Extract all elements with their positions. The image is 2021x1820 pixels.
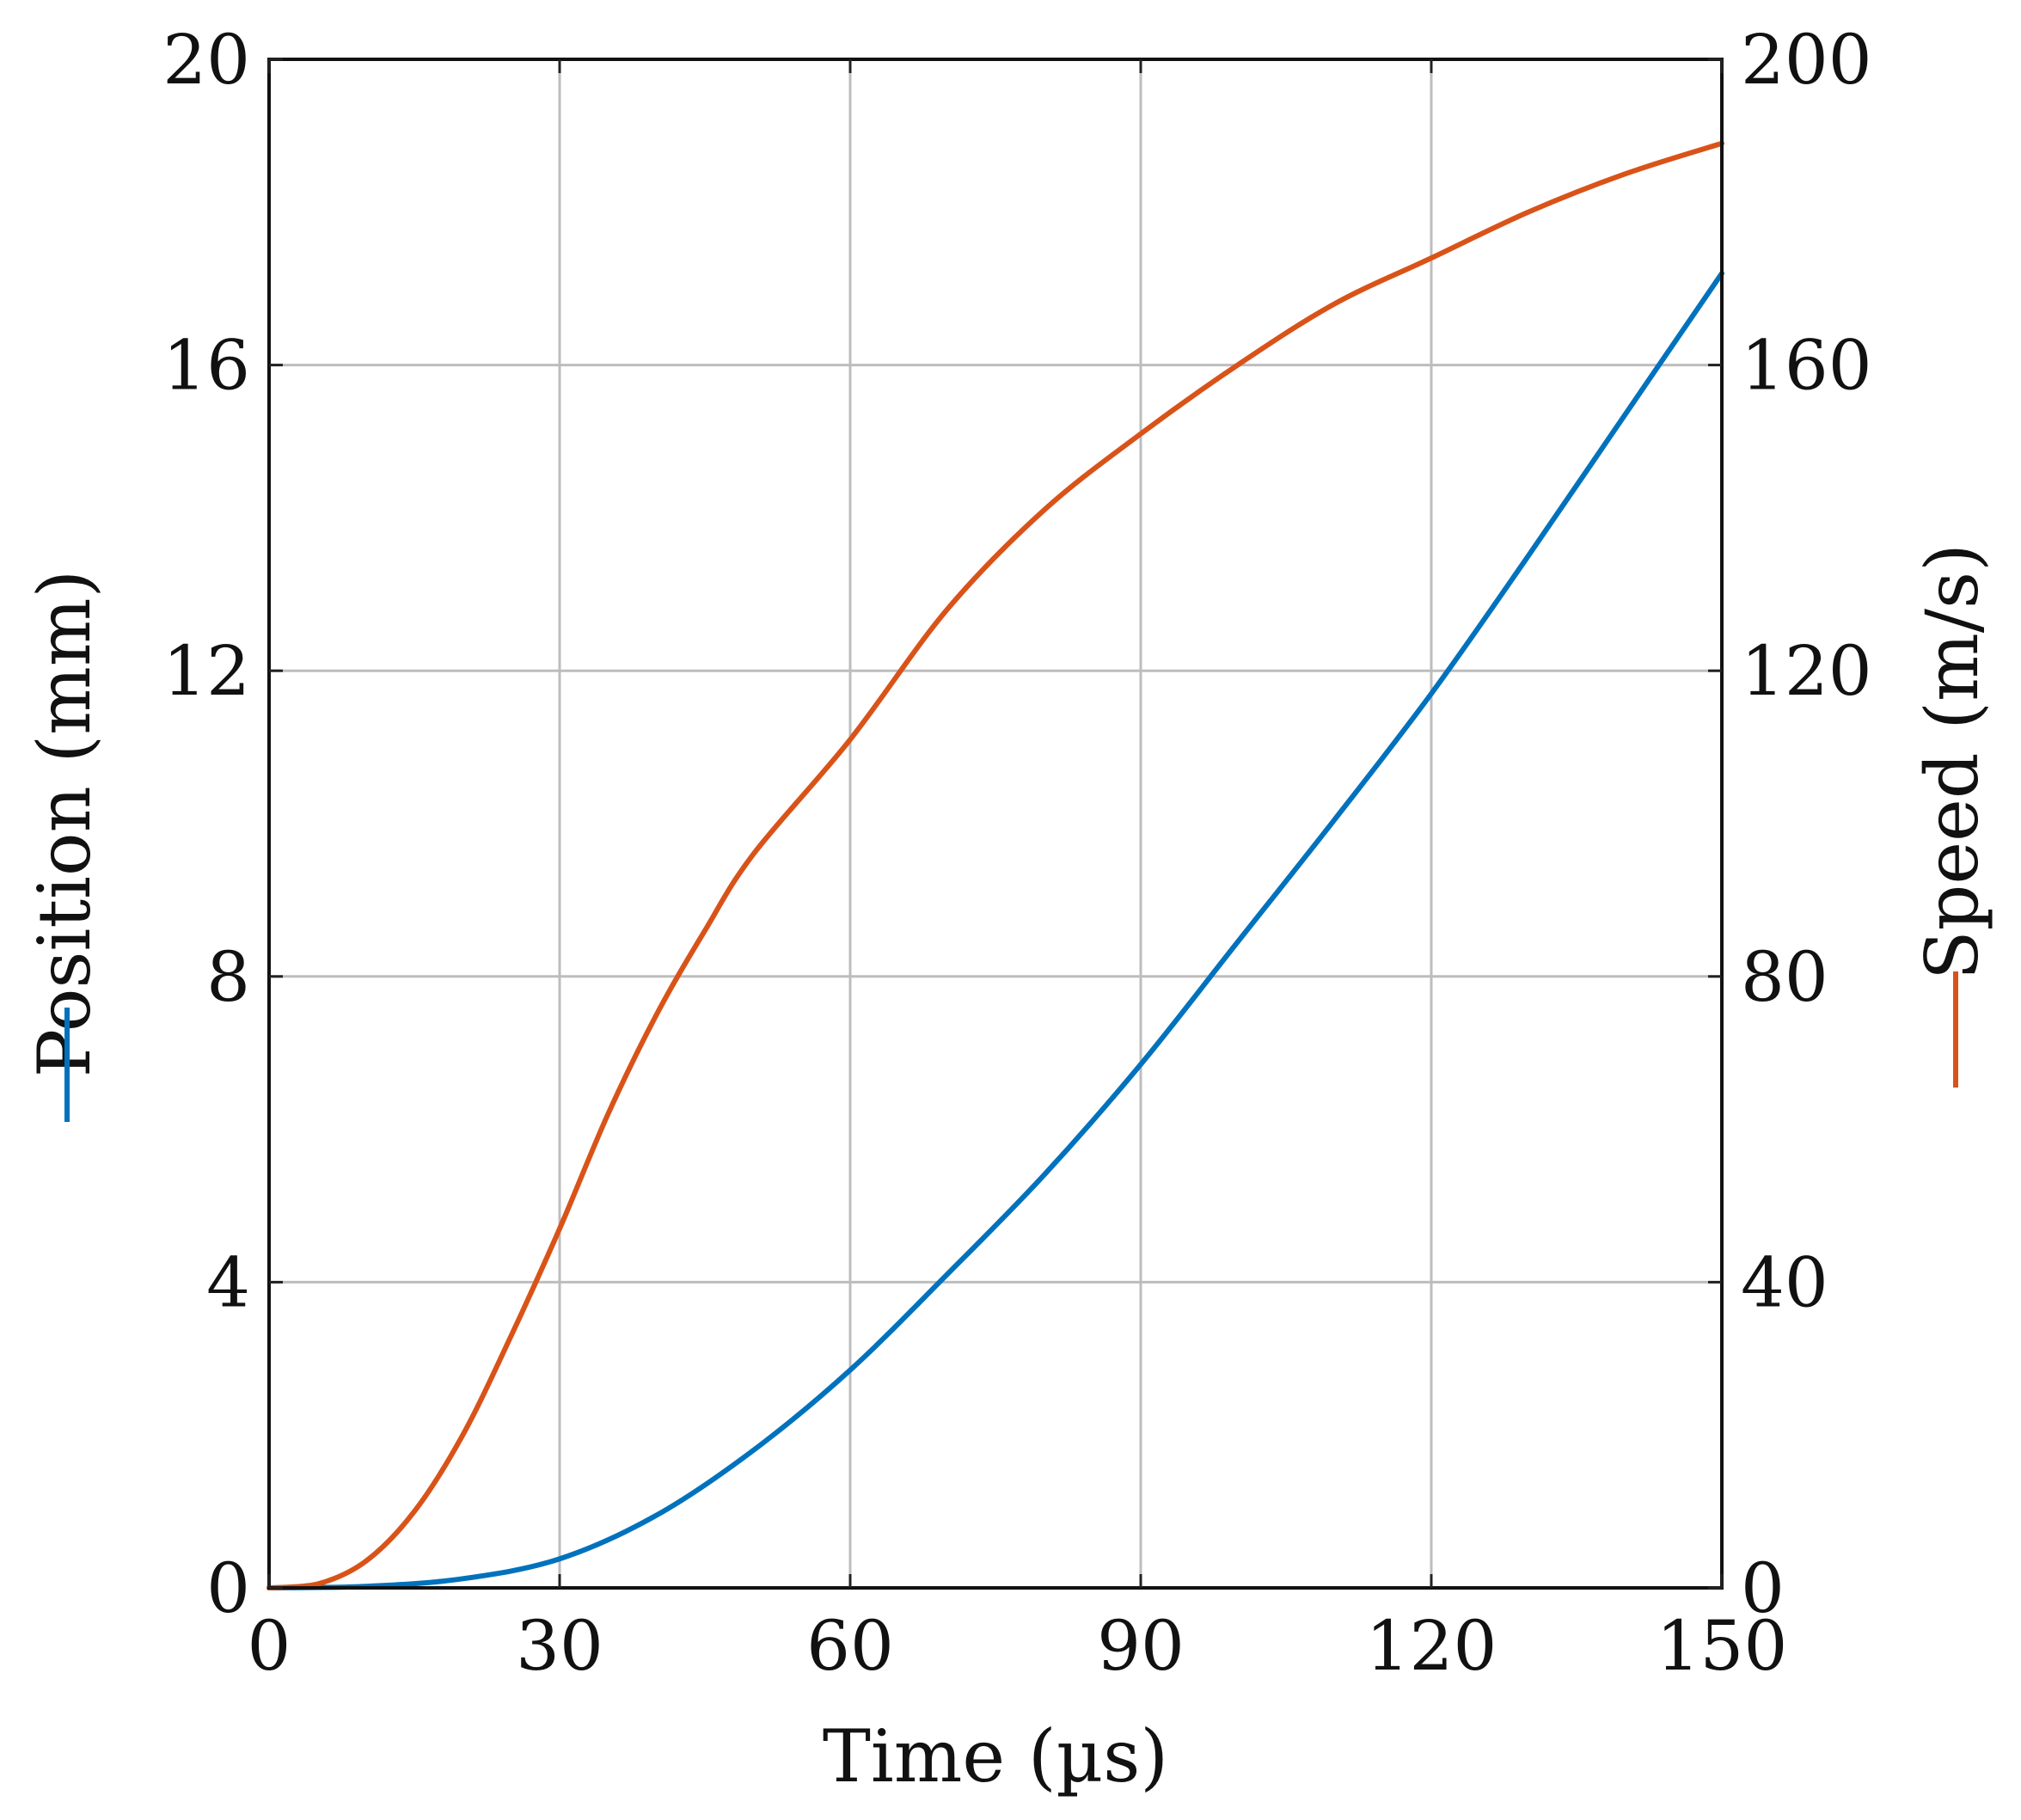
y-left-axis-title: Position (mm) [22, 570, 107, 1078]
y-left-title-group: Position (mm) [22, 570, 107, 1078]
y-left-tick-label: 0 [206, 1548, 250, 1628]
y-left-tick-label: 12 [162, 631, 250, 711]
y-left-tick-label: 20 [162, 20, 250, 100]
x-tick-label: 120 [1366, 1606, 1497, 1686]
y-left-tick-label: 16 [162, 326, 250, 406]
y-left-tick-label: 8 [206, 937, 250, 1017]
position-series-line [266, 270, 1724, 1590]
y-right-title-group: Speed (m/s) [1910, 543, 1994, 980]
x-tick-label: 30 [516, 1606, 603, 1686]
grid [269, 59, 1722, 1588]
x-axis-title: Time (µs) [823, 1714, 1168, 1799]
x-tick-label: 90 [1097, 1606, 1185, 1686]
y-right-tick-label: 40 [1741, 1242, 1828, 1322]
speed-series-line [266, 140, 1724, 1590]
y-right-tick-label: 120 [1741, 631, 1872, 711]
plot-frame [267, 58, 1724, 1590]
y-right-tick-label: 0 [1741, 1548, 1785, 1628]
ticks [267, 58, 1724, 1590]
series-layer [266, 140, 1724, 1590]
x-tick-label: 150 [1657, 1606, 1788, 1686]
x-tick-label: 60 [806, 1606, 894, 1686]
y-left-tick-label: 4 [206, 1242, 250, 1322]
y-right-tick-label: 80 [1741, 937, 1828, 1017]
x-tick-label: 0 [248, 1606, 291, 1686]
y-right-tick-label: 160 [1741, 326, 1872, 406]
y-right-axis-title: Speed (m/s) [1910, 543, 1994, 980]
y-right-tick-label: 200 [1741, 20, 1872, 100]
